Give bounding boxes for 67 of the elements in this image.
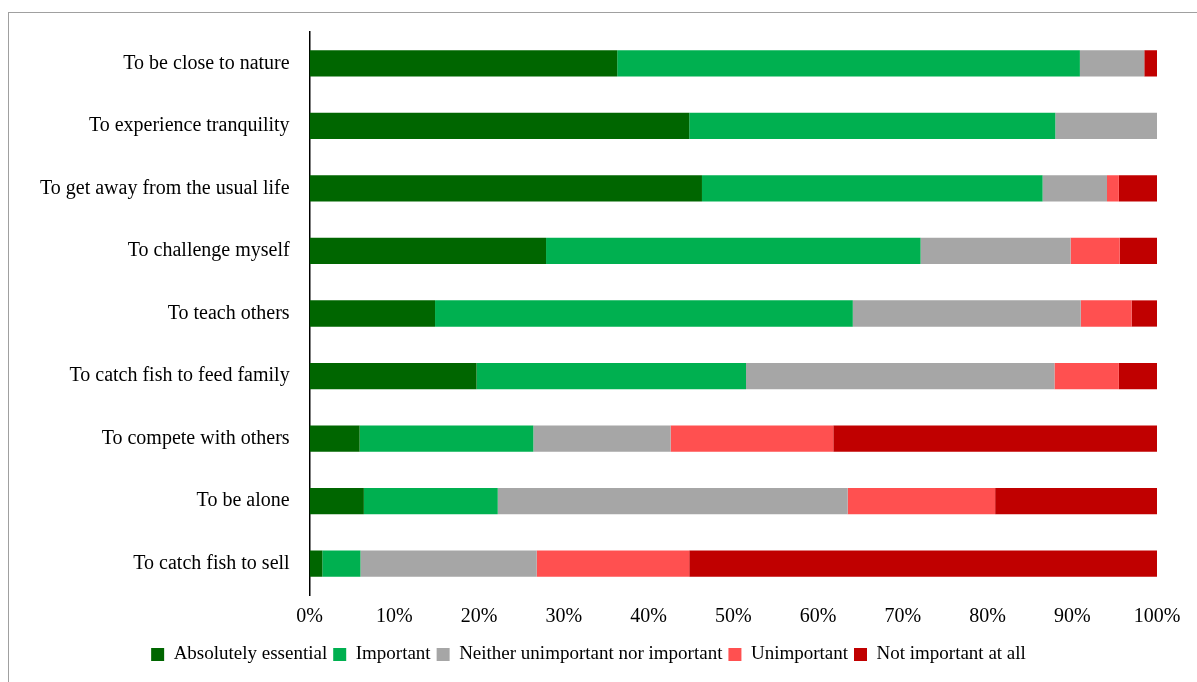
y-tick-label: To be alone: [196, 488, 290, 511]
bar: [497, 488, 848, 515]
bar: [309, 50, 618, 77]
bar: [701, 175, 1043, 202]
bar: [1107, 175, 1119, 202]
bar: [1144, 50, 1157, 77]
x-tick-label: 70%: [884, 604, 922, 627]
bar: [309, 488, 364, 515]
x-tick-label: 80%: [969, 604, 1006, 627]
bar: [1131, 300, 1157, 327]
y-tick-label: To catch fish to feed family: [69, 363, 290, 387]
x-tick-label: 30%: [545, 604, 583, 627]
y-tick-label: To catch fish to sell: [133, 550, 291, 573]
legend-label: Important: [355, 642, 432, 664]
bar: [309, 425, 360, 452]
bar: [1118, 175, 1157, 202]
bar: [689, 112, 1056, 139]
x-tick-label: 0%: [296, 604, 323, 627]
bar: [363, 488, 498, 515]
bar: [309, 550, 323, 577]
bar: [670, 425, 834, 452]
bar: [1070, 237, 1120, 265]
bar: [476, 362, 747, 390]
y-tick-label: To challenge myself: [127, 238, 290, 262]
x-tick-label: 60%: [799, 604, 837, 627]
bar: [309, 237, 547, 265]
x-tick-label: 90%: [1053, 604, 1091, 627]
bar: [359, 425, 534, 452]
bar: [309, 175, 702, 202]
bar: [995, 488, 1157, 515]
bar: [852, 300, 1081, 327]
bar: [309, 112, 690, 139]
y-tick-label: To experience tranquility: [88, 113, 290, 137]
x-tick-label: 100%: [1133, 604, 1181, 627]
x-tick-label: 40%: [630, 604, 667, 627]
legend-label: Neither unimportant nor important: [459, 642, 724, 664]
bar: [309, 362, 477, 390]
x-tick-label: 20%: [460, 604, 498, 627]
y-tick-label: To get away from the usual life: [39, 175, 290, 199]
x-tick-label: 10%: [376, 604, 413, 627]
bar: [1119, 237, 1157, 265]
bar: [1042, 175, 1108, 202]
x-tick-label: 50%: [714, 604, 752, 627]
bar: [1054, 362, 1119, 390]
legend-label: Absolutely essential: [173, 642, 328, 664]
bar: [1079, 50, 1145, 77]
bar: [1080, 300, 1132, 327]
y-tick-label: To compete with others: [101, 425, 290, 449]
bar: [536, 550, 690, 577]
bar: [309, 300, 436, 327]
bar: [533, 425, 671, 452]
y-tick-label: To be close to nature: [123, 50, 290, 73]
y-tick-label: To teach others: [167, 300, 290, 323]
bar: [746, 362, 1055, 390]
bar: [1118, 362, 1157, 390]
bar: [833, 425, 1157, 452]
bar: [360, 550, 537, 577]
legend-label: Not important at all: [876, 642, 1026, 664]
bar: [1055, 112, 1157, 139]
bar: [435, 300, 853, 327]
bar: [546, 237, 921, 265]
bar: [617, 50, 1080, 77]
bar: [920, 237, 1071, 265]
bar: [689, 550, 1157, 577]
bar: [322, 550, 361, 577]
bar: [847, 488, 996, 515]
legend-label: Unimportant: [750, 642, 849, 664]
